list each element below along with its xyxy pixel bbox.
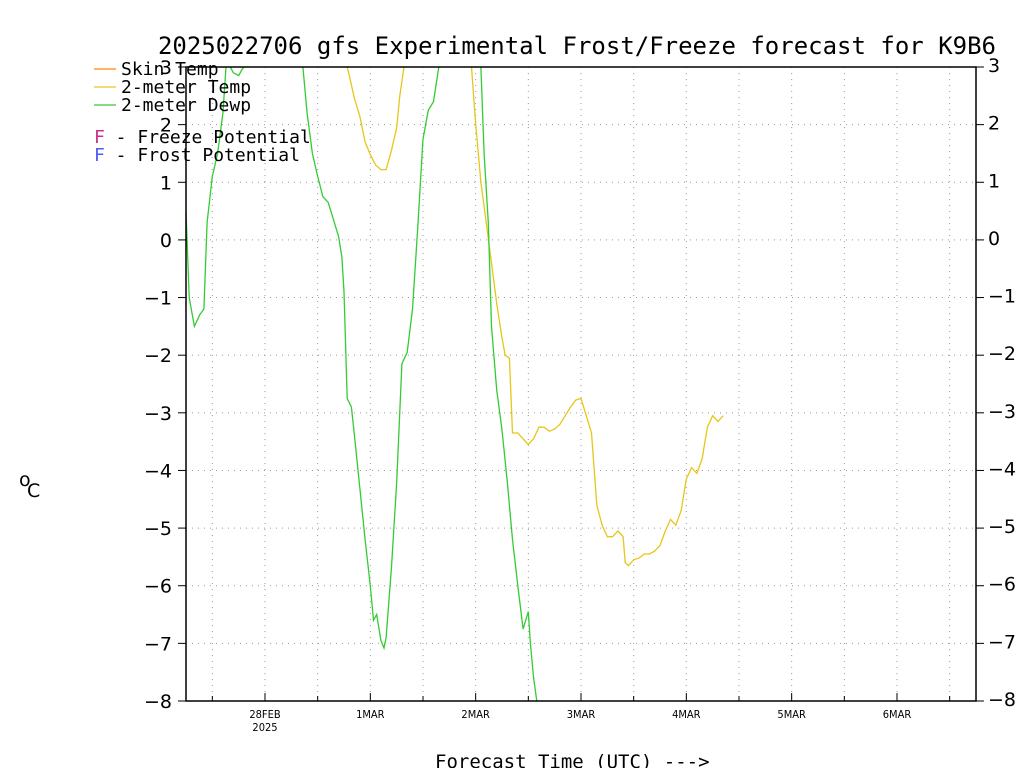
legend-potential-letter: F — [94, 127, 105, 148]
y-tick-label-left: −7 — [144, 633, 172, 655]
legend-potential: F - Frost Potential — [94, 145, 300, 166]
series-line-2-meter-dewp — [229, 66, 245, 77]
y-tick-label-right: −1 — [988, 286, 1016, 308]
y-axis-label-unit: C — [27, 480, 40, 502]
y-tick-label-right: 2 — [988, 113, 1000, 135]
legend-potential: F - Freeze Potential — [94, 127, 311, 148]
x-tick-label: 3MAR — [567, 708, 596, 721]
x-tick-label: 4MAR — [672, 708, 701, 721]
y-tick-label-left: 1 — [160, 172, 172, 194]
y-axis-label-degree: o — [19, 469, 31, 491]
series-line-2-meter-temp — [470, 66, 724, 567]
series-line-2-meter-dewp — [185, 66, 227, 329]
x-tick-label: 6MAR — [883, 708, 912, 721]
series-line-2-meter-dewp — [302, 66, 440, 651]
y-tick-label-right: −4 — [988, 458, 1016, 480]
legend-label: 2-meter Temp — [121, 77, 251, 98]
y-tick-label-left: −5 — [144, 518, 172, 540]
legend-potential-label: - Frost Potential — [105, 145, 300, 166]
grid-lines — [186, 67, 976, 701]
series-line-2-meter-temp — [346, 66, 405, 171]
x-tick-label: 2MAR — [461, 708, 490, 721]
x-tick-sublabel: 2025 — [252, 721, 277, 734]
y-tick-label-right: −7 — [988, 631, 1016, 653]
y-tick-label-left: 3 — [160, 57, 172, 79]
y-tick-label-right: 3 — [988, 55, 1000, 77]
legend-potential-letter: F — [94, 145, 105, 166]
y-tick-label-left: −6 — [144, 576, 172, 598]
y-tick-label-right: −5 — [988, 516, 1016, 538]
legend-potential-label: - Freeze Potential — [105, 127, 311, 148]
y-tick-label-right: −2 — [988, 343, 1016, 365]
y-tick-label-left: 2 — [160, 115, 172, 137]
y-tick-label-left: 0 — [160, 230, 172, 252]
x-tick-label: 28FEB — [249, 708, 281, 721]
y-tick-label-left: −3 — [144, 403, 172, 425]
y-tick-label-right: 0 — [988, 228, 1000, 250]
series-lines — [185, 66, 724, 702]
x-tick-label: 5MAR — [777, 708, 806, 721]
x-axis-label: Forecast Time (UTC) ---> — [435, 751, 710, 768]
y-tick-label-right: −3 — [988, 401, 1016, 423]
y-tick-label-right: −8 — [988, 689, 1016, 711]
y-tick-label-left: −4 — [144, 460, 172, 482]
chart-title: 2025022706 gfs Experimental Frost/Freeze… — [158, 32, 996, 60]
y-tick-marks — [178, 66, 984, 702]
y-tick-label-left: −1 — [144, 288, 172, 310]
legend-label: 2-meter Dewp — [121, 95, 251, 116]
y-tick-label-right: 1 — [988, 170, 1000, 192]
y-tick-label-right: −6 — [988, 574, 1016, 596]
x-tick-marks — [211, 693, 951, 701]
y-tick-label-left: −2 — [144, 345, 172, 367]
legend-label: Skin Temp — [121, 59, 219, 80]
x-tick-label: 1MAR — [356, 708, 385, 721]
plot-frame — [185, 66, 977, 702]
series-line-2-meter-dewp — [480, 66, 538, 702]
y-tick-labels-left: 3 2 1 0 −1 −2 −3 −4 −5 −6 −7 −8 — [144, 57, 172, 713]
y-tick-labels-right: 3 2 1 0 −1 −2 −3 −4 −5 −6 −7 −8 — [988, 55, 1016, 711]
y-tick-label-left: −8 — [144, 691, 172, 713]
y-axis-label: o C — [19, 469, 40, 502]
